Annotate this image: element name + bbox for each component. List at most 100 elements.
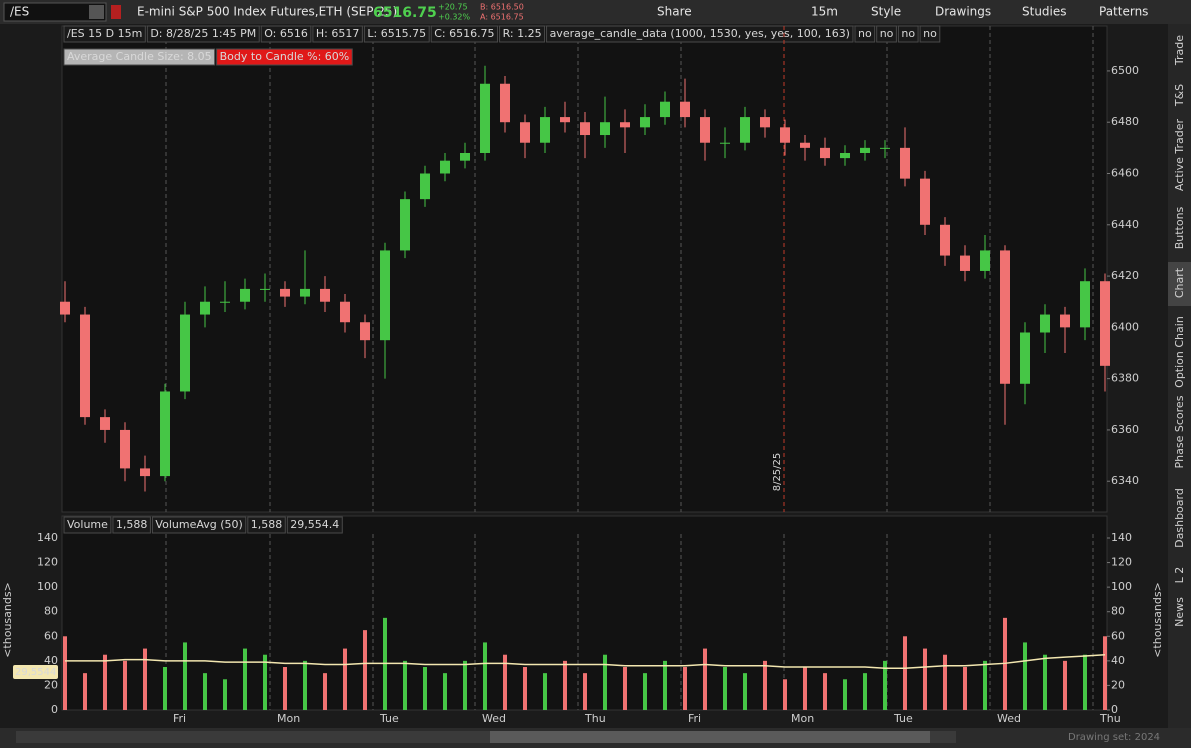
- sidebar-tab[interactable]: T&S: [1173, 84, 1186, 107]
- toolbar-button[interactable]: Share: [657, 5, 692, 19]
- toolbar-button[interactable]: Patterns: [1099, 5, 1148, 19]
- candle-body: [100, 417, 110, 430]
- header-item: Body to Candle %: 60%: [220, 50, 350, 63]
- volume-bar: [683, 667, 687, 710]
- volume-bar: [1063, 660, 1067, 710]
- candle-body: [860, 147, 870, 153]
- header-item: Average Candle Size: 8.05: [67, 50, 212, 63]
- y-tick-label-left: 100: [37, 580, 58, 593]
- y-tick-label: 6500: [1111, 64, 1139, 77]
- candle-body: [500, 83, 510, 123]
- header-box: [247, 516, 286, 534]
- candle-body: [260, 288, 270, 290]
- y-tick-label-left: 140: [37, 531, 58, 544]
- y-tick-label: 40: [1111, 654, 1125, 667]
- header-box: [286, 516, 343, 534]
- y-tick-label-left: 80: [44, 605, 58, 618]
- candle-body: [280, 288, 290, 297]
- sidebar-tab[interactable]: Option Chain: [1173, 316, 1186, 388]
- volume-avg-line: [65, 653, 1106, 669]
- volume-bar: [243, 648, 247, 710]
- y-tick-label: 6340: [1111, 474, 1139, 487]
- volume-bar: [403, 660, 407, 710]
- header-item: H: 6517: [316, 27, 359, 40]
- description: E-mini S&P 500 Index Futures,ETH (SEP 25…: [137, 5, 397, 19]
- toolbar-button[interactable]: Studies: [1022, 5, 1067, 19]
- volume-bar: [523, 667, 527, 710]
- volume-bar: [503, 654, 507, 710]
- volume-bar: [463, 660, 467, 710]
- volume-bar: [483, 642, 487, 710]
- toolbar-button[interactable]: Style: [871, 5, 901, 19]
- volume-bar: [423, 667, 427, 710]
- header-box: [919, 25, 941, 43]
- y-tick-label: 80: [1111, 605, 1125, 618]
- candle-body: [400, 199, 410, 251]
- volume-bar: [323, 673, 327, 710]
- y-tick-label: 6360: [1111, 423, 1139, 436]
- sidebar-tab[interactable]: Active Trader: [1173, 118, 1186, 191]
- volume-bar: [543, 673, 547, 710]
- candle-body: [340, 301, 350, 323]
- link-badge[interactable]: [111, 5, 121, 19]
- header-item: no: [923, 27, 937, 40]
- y-tick-label: 6440: [1111, 218, 1139, 231]
- volume-bar: [303, 660, 307, 710]
- candle-body: [800, 142, 810, 148]
- volume-bar: [263, 654, 267, 710]
- y-tick-label: 100: [1111, 580, 1132, 593]
- footer-text: Drawing set: 2024: [1068, 732, 1160, 743]
- toolbar-button[interactable]: Drawings: [935, 5, 991, 19]
- sidebar-tab[interactable]: Chart: [1173, 267, 1186, 298]
- header-box: [151, 516, 247, 534]
- volume-bar: [563, 660, 567, 710]
- header-box: [430, 25, 499, 43]
- header-box: [112, 516, 151, 534]
- current-label: 29,5544: [15, 667, 56, 678]
- x-tick-label: Fri: [688, 712, 701, 725]
- volume-bar: [863, 673, 867, 710]
- header-box: [260, 25, 312, 43]
- volume-bar: [63, 636, 67, 710]
- x-tick-label: Tue: [893, 712, 913, 725]
- header-item: L: 6515.75: [367, 27, 426, 40]
- candle-body: [980, 250, 990, 271]
- sidebar-tab[interactable]: Dashboard: [1173, 488, 1186, 548]
- change-pct: +0.32%: [438, 13, 471, 22]
- sidebar-tab[interactable]: News: [1173, 597, 1186, 627]
- volume-bar: [163, 667, 167, 710]
- sidebar-tab[interactable]: Trade: [1173, 35, 1186, 66]
- y-tick-label: 6480: [1111, 115, 1139, 128]
- toolbar-button[interactable]: 15m: [811, 5, 838, 19]
- candle-body: [820, 147, 830, 159]
- sidebar-tab[interactable]: Phase Scores: [1173, 395, 1186, 468]
- candle-body: [680, 101, 690, 118]
- candle-body: [560, 117, 570, 123]
- price-panel: [61, 25, 1108, 513]
- sidebar-tab[interactable]: L 2: [1173, 567, 1186, 584]
- candle-body: [920, 178, 930, 225]
- header-item: 1,588: [251, 518, 283, 531]
- header-box: [63, 25, 146, 43]
- y-tick-label-left: 60: [44, 629, 58, 642]
- volume-bar: [143, 648, 147, 710]
- header-item: /ES 15 D 15m: [67, 27, 142, 40]
- header-item: Volume: [67, 518, 108, 531]
- candle-body: [640, 117, 650, 128]
- toolbar: [0, 0, 1191, 24]
- active-tab: [1168, 262, 1191, 306]
- candle-body: [60, 301, 70, 315]
- volume-bar: [83, 673, 87, 710]
- candle-body: [720, 142, 730, 144]
- symbol[interactable]: /ES: [10, 5, 29, 19]
- change: +20.75: [438, 3, 468, 12]
- symbol-box[interactable]: [3, 2, 107, 22]
- y-tick-label: 20: [1111, 678, 1125, 691]
- volume-bar: [883, 660, 887, 710]
- sidebar-tab[interactable]: Buttons: [1173, 206, 1186, 249]
- header-item: average_candle_data (1000, 1530, yes, ye…: [550, 27, 850, 40]
- candle-body: [880, 147, 890, 149]
- volume-bar: [583, 673, 587, 710]
- symbol-dropdown[interactable]: [89, 5, 104, 19]
- scroll-thumb[interactable]: [490, 731, 930, 743]
